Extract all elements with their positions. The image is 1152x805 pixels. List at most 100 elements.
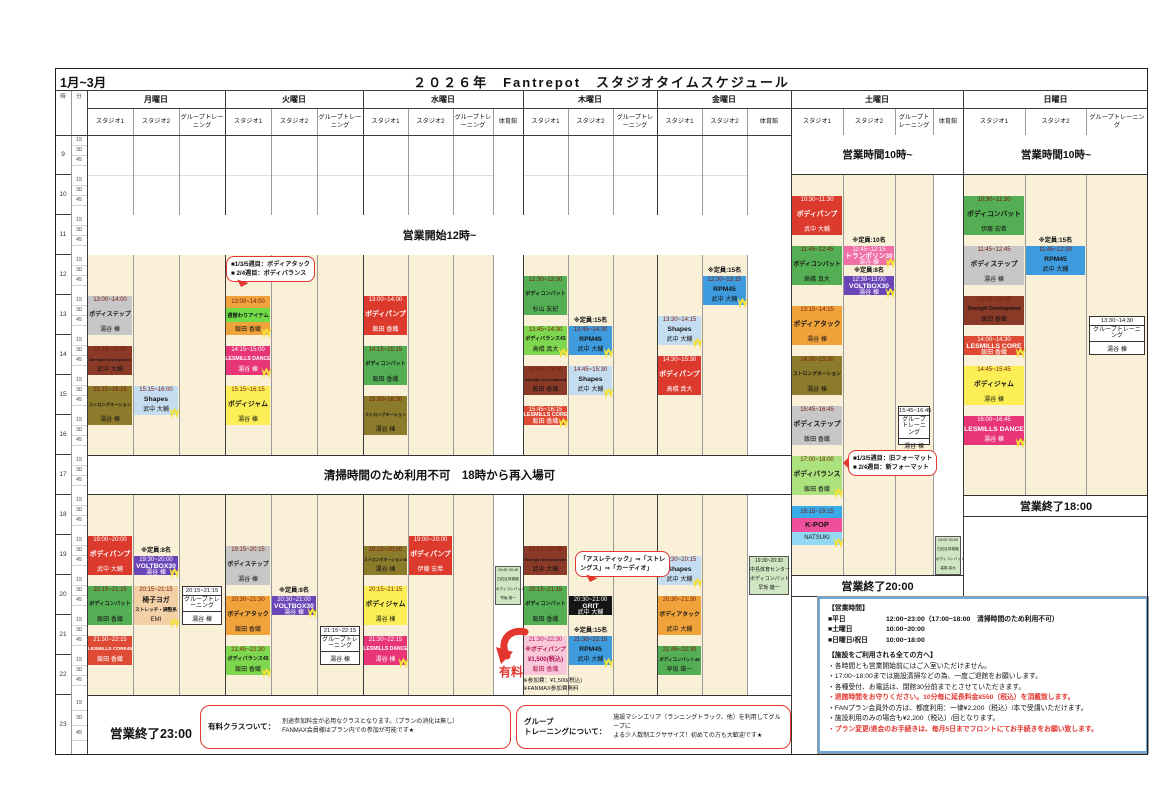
bt-time: 14:15~15:00 [231,346,265,353]
class-block: 20:15~21:15 椅子ヨガ ストレッチ・調整系 EMI [134,585,180,629]
bt-name: Shapes [667,326,692,334]
note-box: 有料クラスついて： 別途参加料金が必用なクラスとなります。（プランの消化は無し） F… [200,705,511,749]
minute-tick [71,435,87,436]
bt-time: 15:15~16:00 [139,386,173,393]
class-block: 13:45~14:30 RPM45 武中 大輔 ※定員:15名 [569,317,614,359]
s-r: 13:00~14:00 [226,295,270,308]
column-separator [843,108,844,755]
class-block: 14:45~15:30 Shapes 武中 大輔 [569,365,614,399]
cap: ※定員:15名 [1038,237,1073,244]
minute-label: 15 [76,457,82,463]
class-block: 15:15~16:00 Shapes 武中 大輔 [134,385,180,419]
hrow: ■平日 12:00~23:00（17:00~18:00 清掃時間のため利用不可） [828,615,1138,626]
bt-inst: 飯田 香織 [532,617,559,624]
bt-name: GRIT [582,602,599,610]
text: ■1/3/5週目：ボディアタック [231,260,310,268]
bt-inst: 湯谷 棟 [146,569,166,576]
hours-banner: 営業時間10時~ [792,135,963,175]
cap: ※定員:8名 [140,547,172,554]
bt-inst: 飯田 香織 [372,327,399,334]
minute-axis-header: 分 [76,94,82,100]
bt-name: ボディステップ [89,311,131,318]
text: FANMAX会員様はプラン内での参加が可能です★ [282,728,415,734]
note-box: グループ トレーニングについて： 施設マシンエリア（ランニングトラック、他）を利用… [516,705,791,749]
minute-tick [71,225,87,226]
bt-name: ボディパンプ [365,311,406,319]
text: 「アスレティック」⇒「ストレ [580,555,666,563]
hour-label: 23 [55,695,71,755]
bt-name: ボディステップ [227,561,269,568]
bt-inst: 湯谷 棟 [375,657,396,664]
class-block: 13:00~13:45 Strength Development 飯田 香織 [964,295,1024,325]
bt-time: 12:30~13:00 [852,276,886,283]
bt-time: 21:30~22:15 [93,636,127,643]
column-separator [408,108,409,755]
class-block: 18:15~19:15 K-POP NATSUKI [792,505,844,549]
bt-time: 13:00~14:00 [368,296,403,303]
bt-inst: 武中 大輔 [577,387,604,394]
minute-label: 15 [76,337,82,343]
bt-time: 21:30~22:15 [368,636,403,643]
minute-label: 45 [76,157,82,163]
column-separator [1025,108,1026,755]
bt-time: 19:30~20:15 [662,556,697,563]
bt-inst: 杉山 友紀 [532,307,559,314]
bt-time: 20:15~21:15 [139,586,173,593]
minute-label: 45 [76,557,82,563]
bt-name: ボディアタック [659,611,700,618]
minute-label: 30 [76,267,82,273]
bt-time: 14:45~15:30 [573,366,608,373]
text: 白石区体育館 [497,577,519,582]
bt-time: 21:45~22:30 [231,646,265,653]
class-block: 20:30~21:00 VOLTBOX30 湯谷 棟 ※定員:8名 [272,587,318,619]
bt-inst: 武中 大輔 [804,227,830,234]
bt-inst: 武中 大輔 [532,567,559,574]
bt-name: Strength Development [524,376,567,382]
page-title: ２０２６年 Fantrepot スタジオタイムスケジュール [413,75,790,90]
g-t: 13:30~14:30 [1090,317,1144,326]
text: ボディコンバット [496,586,525,591]
minute-tick [71,725,87,726]
minute-tick [71,515,87,516]
minute-label: 30 [76,667,82,673]
minute-label: 45 [76,277,82,283]
bt-inst: 飯田 香織 [981,349,1007,356]
bt-time: 10:30~11:30 [977,196,1011,203]
text: 施設マシンエリア（ランニングトラック、他）を利用してグループに [613,714,781,730]
class-block: 14:45~15:30 Strength Development 飯田 香織 [524,365,567,395]
day-separator [791,90,792,755]
paid-arrow: 有料 [489,626,533,686]
bt-time: 11:45~12:45 [800,246,834,253]
bt-name: Strength Development [967,306,1021,313]
hlabel: ■平日 [828,615,846,623]
hour-label: 12 [55,255,71,295]
bt-inst: 飯田 香織 [804,487,830,494]
minute-tick [71,245,87,246]
minute-label: 30 [76,714,82,721]
bt-inst: 飯田 香織 [532,387,559,394]
bt-time: 13:00~14:00 [93,296,127,303]
studio-column-header: スタジオ2 [416,117,445,125]
minute-tick [71,235,87,236]
ib-red: ・プラン変更/退会のお手続きは、毎月5日までフロントにてお手続きをお願い致します… [828,725,1098,733]
hrow: ■土曜日 10:00~20:00 [828,625,1138,636]
text: ■1/3/5週目：旧フォーマット [853,454,933,462]
minute-tick [71,405,87,406]
class-block: 14:30~15:30 ストロングネーション 湯谷 棟 [792,355,842,395]
minute-label: 30 [76,547,82,553]
text: 19:00~20:00 [937,538,959,543]
minute-label: 15 [76,657,82,663]
class-block: 14:00~14:30 LESMILLS CORE 飯田 香織 [964,335,1026,359]
minute-tick [71,710,87,711]
hours-banner: 営業開始12時~ [88,215,791,255]
text: 19:30~20:30 [755,557,783,564]
hour-label: 13 [55,295,71,335]
paid-fee-footnote: ※参加費：¥1,500(税込) ※FANMAX参加費無料 [523,677,619,693]
text: ※参加費：¥1,500(税込) [523,678,583,684]
class-block: 15:15~16:15 ストロングネーション 湯谷 棟 [88,385,132,425]
g-t: 15:45~16:45 [899,407,932,416]
bt-name: ボディコンバット45 [659,656,700,662]
minute-tick [71,555,87,556]
studio-column-header: スタジオ2 [576,117,605,125]
bt-inst: 湯谷 棟 [984,277,1004,284]
